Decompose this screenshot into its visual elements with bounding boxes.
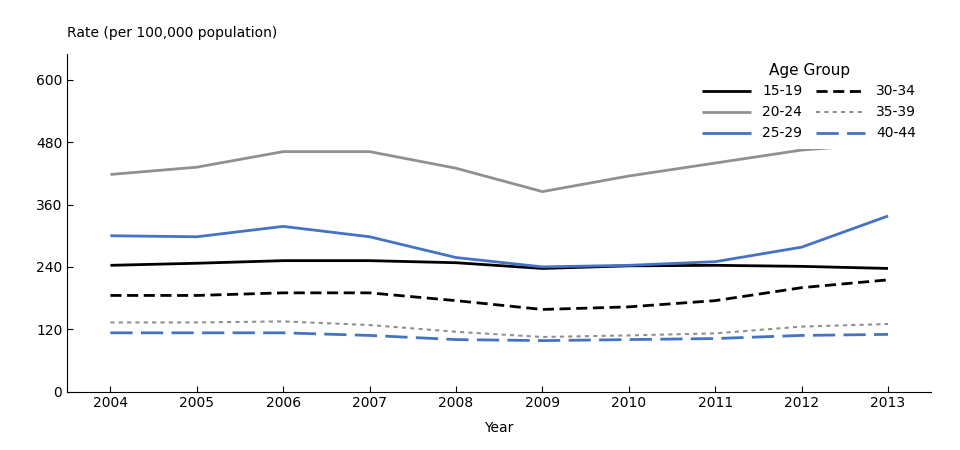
Legend: 15-19, 20-24, 25-29, 30-34, 35-39, 40-44: 15-19, 20-24, 25-29, 30-34, 35-39, 40-44 — [694, 54, 924, 148]
X-axis label: Year: Year — [485, 422, 514, 436]
Text: Rate (per 100,000 population): Rate (per 100,000 population) — [67, 27, 277, 40]
